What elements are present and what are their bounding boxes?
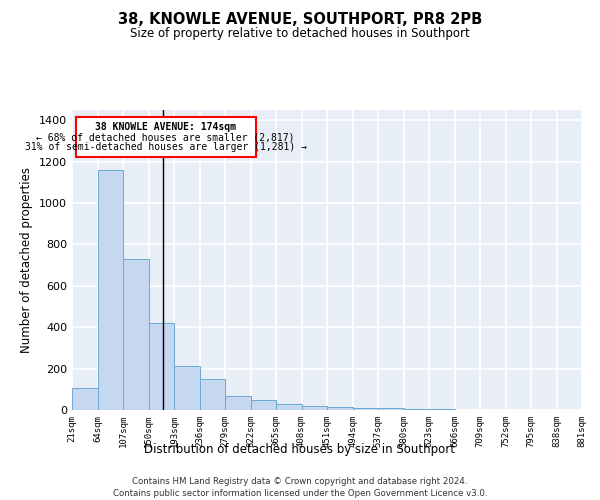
Bar [225, 396, 251, 410]
Bar [353, 408, 378, 410]
Bar [251, 400, 276, 410]
FancyBboxPatch shape [76, 117, 256, 156]
Bar [378, 408, 404, 410]
Bar [149, 323, 174, 410]
Text: ← 68% of detached houses are smaller (2,817): ← 68% of detached houses are smaller (2,… [37, 133, 295, 143]
Text: Contains public sector information licensed under the Open Government Licence v3: Contains public sector information licen… [113, 489, 487, 498]
Bar [302, 406, 327, 410]
Text: 38, KNOWLE AVENUE, SOUTHPORT, PR8 2PB: 38, KNOWLE AVENUE, SOUTHPORT, PR8 2PB [118, 12, 482, 28]
Text: 31% of semi-detached houses are larger (1,281) →: 31% of semi-detached houses are larger (… [25, 142, 307, 152]
Text: 38 KNOWLE AVENUE: 174sqm: 38 KNOWLE AVENUE: 174sqm [95, 122, 236, 132]
Bar [199, 379, 225, 410]
Bar [123, 259, 149, 410]
Text: Contains HM Land Registry data © Crown copyright and database right 2024.: Contains HM Land Registry data © Crown c… [132, 478, 468, 486]
Bar [404, 409, 429, 410]
Bar [72, 388, 97, 410]
Bar [276, 404, 302, 410]
Bar [327, 407, 353, 410]
Text: Distribution of detached houses by size in Southport: Distribution of detached houses by size … [145, 442, 455, 456]
Text: Size of property relative to detached houses in Southport: Size of property relative to detached ho… [130, 28, 470, 40]
Bar [174, 366, 199, 410]
Y-axis label: Number of detached properties: Number of detached properties [20, 167, 34, 353]
Bar [97, 170, 123, 410]
